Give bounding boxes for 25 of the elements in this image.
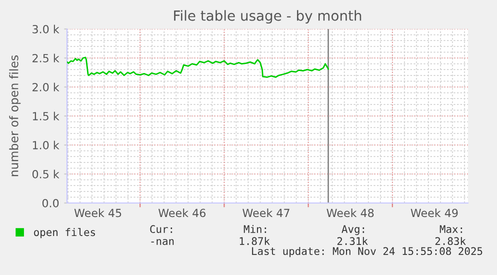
text: 2.31k xyxy=(337,236,368,246)
chart-title: File table usage - by month xyxy=(174,10,362,24)
y-tick-label: 0.5 k xyxy=(32,170,60,178)
y-tick-label: 2.5 k xyxy=(32,54,60,62)
x-tick-label: Week 48 xyxy=(326,208,374,218)
x-tick-label: Week 47 xyxy=(242,208,290,218)
text: Avg: xyxy=(342,225,364,236)
legend-label: open files xyxy=(34,228,96,238)
line-series xyxy=(67,56,329,78)
text: Last update: Mon Nov 24 15:55:08 2025 xyxy=(252,246,482,258)
x-tick-label: Week 45 xyxy=(74,208,122,218)
y-tick-label: 1.0 k xyxy=(32,140,60,150)
text: 1.87k xyxy=(240,236,270,246)
y-tick-label: 2.0 k xyxy=(32,82,60,92)
text: Min: xyxy=(244,224,266,233)
y-tick-label: 1.5 k xyxy=(32,112,60,120)
y-tick-label: 0.0 xyxy=(42,198,59,208)
text: Max: xyxy=(440,225,462,234)
y-axis-title: number of open files xyxy=(9,55,21,176)
text: Cur: xyxy=(150,225,172,234)
text: 2.83k xyxy=(435,236,466,246)
x-tick-label: Week 49 xyxy=(410,208,458,218)
y-tick-label: 3.0 k xyxy=(32,24,60,34)
text: -nan xyxy=(151,239,174,246)
x-tick-label: Week 46 xyxy=(158,208,206,218)
